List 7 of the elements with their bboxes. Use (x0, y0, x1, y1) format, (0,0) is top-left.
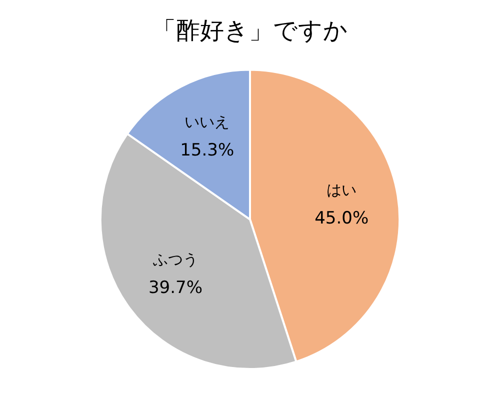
data-label: 39.7% (148, 278, 202, 298)
chart-title: 「酢好き」ですか (152, 16, 348, 45)
slice-label: ふつう (152, 250, 198, 269)
data-label: 15.3% (180, 140, 234, 161)
slice-label: いいえ (184, 113, 230, 132)
data-label: 45.0% (314, 208, 369, 228)
slice-label: はい (326, 180, 357, 199)
